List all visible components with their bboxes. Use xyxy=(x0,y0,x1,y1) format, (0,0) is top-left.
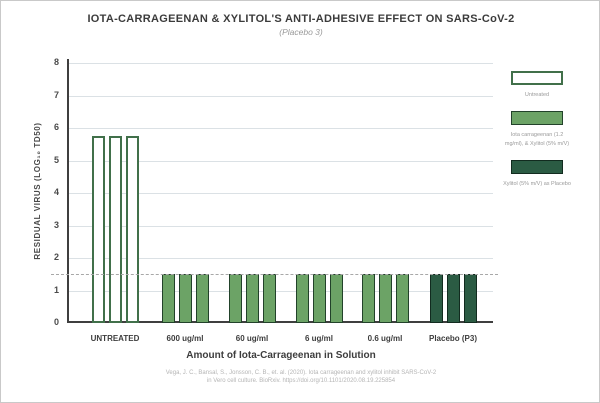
bar-600-ug-ml xyxy=(195,274,209,323)
bar-6-ug-ml xyxy=(312,274,326,323)
gridline xyxy=(69,258,493,259)
bar-placebo-p3- xyxy=(463,274,477,323)
gridline xyxy=(69,225,493,227)
x-category-label: 6 ug/ml xyxy=(304,334,333,343)
y-axis-line xyxy=(67,59,69,323)
bar-600-ug-ml xyxy=(178,274,192,323)
bar-6-ug-ml xyxy=(295,274,309,323)
gridline xyxy=(69,290,493,292)
legend: Untreated Iota carrageenan (1.2 mg/ml), … xyxy=(502,71,572,200)
y-tick-label: 7 xyxy=(53,89,59,100)
x-category-label: 60 ug/ml xyxy=(235,334,269,343)
x-category-label: Placebo (P3) xyxy=(428,334,477,343)
x-axis-line xyxy=(67,321,493,323)
citation-line-1: Vega, J. C., Bansal, S., Jonsson, C. B.,… xyxy=(165,370,437,376)
y-tick-label: 1 xyxy=(53,284,59,295)
y-tick-label: 0 xyxy=(53,317,59,327)
x-category-label: 600 ug/ml xyxy=(166,334,204,343)
gridline xyxy=(69,95,493,97)
bar-0.6-ug-ml xyxy=(395,274,409,323)
gridline xyxy=(69,128,493,129)
gridline xyxy=(69,160,493,162)
bar-untreated xyxy=(91,136,105,323)
legend-swatch-xylitol-placebo xyxy=(511,159,563,174)
x-axis-title: Amount of Iota-Carrageenan in Solution xyxy=(186,350,376,361)
citation: Vega, J. C., Bansal, S., Jonsson, C. B.,… xyxy=(101,369,501,385)
x-category-label: 0.6 ug/ml xyxy=(367,334,403,343)
gridline xyxy=(69,193,493,194)
bar-60-ug-ml xyxy=(245,274,259,323)
legend-swatch-untreated xyxy=(511,71,563,85)
bar-0.6-ug-ml xyxy=(378,274,392,323)
y-tick-label: 6 xyxy=(53,122,59,132)
legend-label-xylitol-placebo: Xylitol (5% m/V) as Placebo xyxy=(503,180,571,187)
figure-title: IOTA-CARRAGEENAN & XYLITOL'S ANTI-ADHESI… xyxy=(87,13,515,25)
y-tick-label: 5 xyxy=(53,154,59,165)
bar-600-ug-ml xyxy=(161,274,175,323)
gridline xyxy=(69,63,493,64)
y-tick-label: 3 xyxy=(53,219,59,230)
legend-swatch-iota-carrageenan xyxy=(511,111,563,126)
bar-6-ug-ml xyxy=(329,274,343,323)
legend-label-iota-carrageenan: Iota carrageenan (1.2 mg/ml), & Xylitol … xyxy=(504,132,570,147)
detection-limit-dashed-line xyxy=(51,274,498,276)
y-tick-label: 2 xyxy=(53,252,59,262)
bar-untreated xyxy=(125,136,139,323)
bar-0.6-ug-ml xyxy=(361,274,375,323)
bar-placebo-p3- xyxy=(446,274,460,323)
y-tick-label: 4 xyxy=(53,187,59,197)
figure-subtitle: (Placebo 3) xyxy=(279,27,323,37)
bar-untreated xyxy=(108,136,122,323)
bar-60-ug-ml xyxy=(262,274,276,323)
bar-60-ug-ml xyxy=(228,274,242,323)
bar-placebo-p3- xyxy=(429,274,443,323)
citation-line-2: in Vero cell culture. BioRxiv. https://d… xyxy=(206,378,396,385)
y-tick-label: 8 xyxy=(53,57,59,67)
legend-label-untreated: Untreated xyxy=(524,92,550,98)
x-category-label: UNTREATED xyxy=(90,334,140,343)
